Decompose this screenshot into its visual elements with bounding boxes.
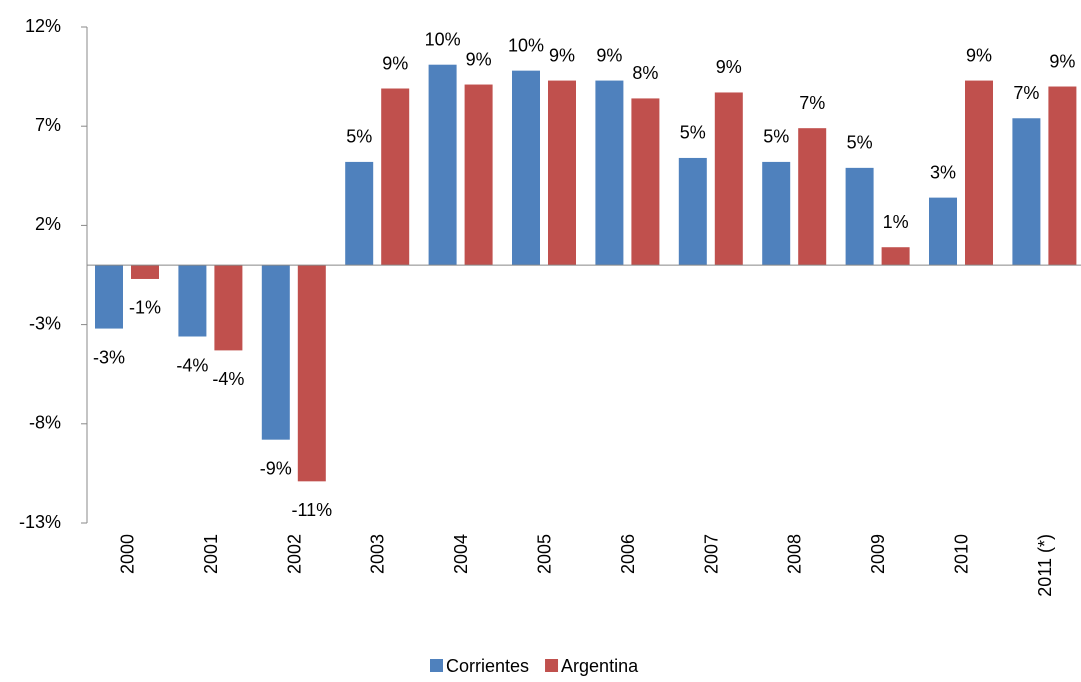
data-label: 10% [508,35,544,55]
bar [428,64,457,266]
x-tick-label: 2001 [201,534,221,574]
x-tick-label: 2004 [451,534,471,574]
data-label: 8% [632,63,658,83]
bar [131,265,159,279]
bar [798,128,827,266]
data-label: -11% [291,500,332,520]
bar [1012,118,1041,266]
data-label: 9% [466,49,492,69]
bar [965,80,993,266]
data-label: 9% [716,57,742,77]
y-tick-label: -13% [19,512,61,532]
bar [512,70,540,266]
bar [178,265,207,337]
legend-swatch [430,659,443,672]
data-label: 9% [549,45,575,65]
x-tick-label: 2008 [785,534,805,574]
x-tick-label: 2009 [868,534,888,574]
data-label: 1% [883,212,909,232]
data-label: 9% [966,45,992,65]
data-label: 5% [763,127,789,147]
data-label: 9% [382,53,408,73]
data-label: 10% [425,29,461,49]
x-tick-label: 2010 [951,534,971,574]
bar [929,197,957,266]
data-label: -1% [129,298,161,318]
bar [261,265,290,440]
bar [548,80,576,266]
data-label: -4% [176,355,208,375]
bar [678,157,707,266]
data-label: 9% [1049,51,1075,71]
legend-label: Corrientes [446,656,529,676]
data-label: 7% [799,93,825,113]
data-label: 9% [596,45,622,65]
bar [762,161,791,266]
data-label: -9% [260,458,292,478]
bar [714,92,743,266]
bar [631,98,660,266]
x-tick-label: 2002 [284,534,304,574]
legend-label: Argentina [561,656,639,676]
bar [845,167,874,266]
bar [881,247,910,266]
y-tick-label: 7% [35,115,61,135]
bar [1048,86,1077,266]
legend-swatch [545,659,559,672]
y-tick-label: 2% [35,214,61,234]
data-label: -4% [212,369,244,389]
bar [345,161,374,266]
data-label: 5% [847,133,873,153]
data-label: 3% [930,162,956,182]
data-label: 5% [346,127,372,147]
bar [595,80,624,266]
bar [214,265,243,351]
x-tick-label: 2007 [701,534,721,574]
bar [95,265,123,329]
data-label: 7% [1013,83,1039,103]
x-tick-label: 2011 (*) [1035,534,1055,597]
x-tick-label: 2003 [368,534,388,574]
data-label: 5% [680,123,706,143]
bar [464,84,493,266]
x-tick-label: 2000 [117,534,137,574]
y-tick-label: 12% [25,16,61,36]
y-tick-label: -3% [29,313,61,333]
x-tick-label: 2006 [618,534,638,574]
bar [381,88,410,266]
y-tick-label: -8% [29,413,61,433]
data-label: -3% [93,347,125,367]
x-tick-label: 2005 [534,534,554,574]
bar [297,265,326,482]
